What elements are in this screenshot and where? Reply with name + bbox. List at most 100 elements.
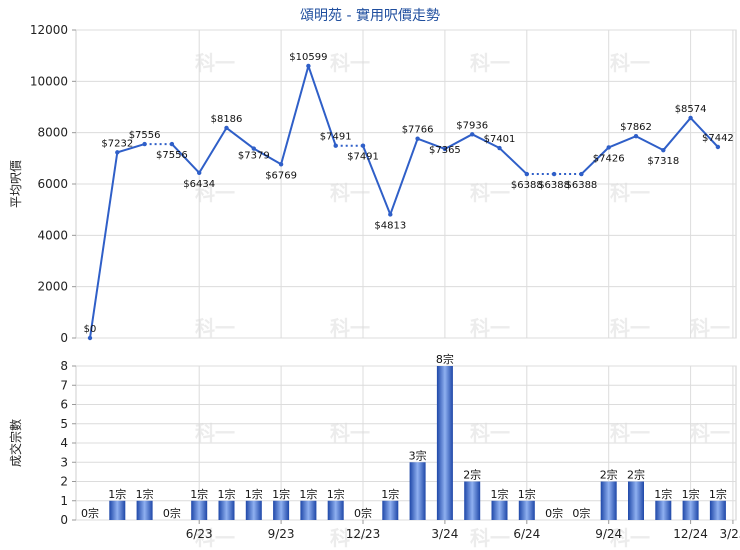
watermark-text: 科一: [470, 316, 510, 340]
watermark-text: 科一: [610, 51, 650, 75]
price-line-segment: [608, 135, 637, 149]
price-line-segment: [471, 133, 500, 149]
price-y-axis-title: 平均呎價: [9, 160, 23, 208]
volume-y-tick-label: 2: [60, 475, 68, 489]
volume-bar: [600, 481, 617, 520]
volume-bar-label: 1宗: [108, 487, 126, 501]
volume-bar: [491, 500, 508, 520]
price-point: [388, 212, 393, 217]
price-y-tick-label: 2000: [37, 280, 68, 294]
volume-bar-label: 1宗: [218, 487, 236, 501]
price-grid: [76, 29, 736, 339]
price-y-tick-label: 12000: [30, 23, 68, 37]
volume-y-tick-label: 8: [60, 359, 68, 373]
price-line-segment: [444, 133, 473, 150]
volume-bar-label: 1宗: [272, 487, 290, 501]
volume-y-tick-label: 5: [60, 417, 68, 431]
price-data-label: $7232: [101, 138, 133, 149]
price-line-segment: [280, 65, 310, 165]
volume-bar-label: 1宗: [491, 487, 509, 501]
watermark-text: 科一: [330, 51, 370, 75]
watermark-text: 科一: [610, 181, 650, 205]
price-point: [333, 143, 338, 148]
volume-y-tick-label: 7: [60, 378, 68, 392]
volume-bar-label: 0宗: [81, 506, 99, 520]
price-line-segment: [253, 147, 282, 166]
volume-bar-label: 1宗: [518, 487, 536, 501]
price-data-label: $6388: [565, 180, 597, 191]
volume-y-tick-label: 6: [60, 398, 68, 412]
volume-bar: [109, 500, 126, 520]
price-data-label: $7862: [620, 122, 652, 133]
volume-bar: [628, 481, 644, 520]
volume-bar-label: 1宗: [709, 487, 727, 501]
volume-bar-label: 1宗: [136, 487, 154, 501]
watermark-text: 科一: [195, 181, 235, 205]
price-point: [633, 134, 639, 139]
volume-bar-label: 2宗: [600, 468, 618, 482]
watermark-text: 科一: [195, 421, 235, 445]
price-y-tick-label: 0: [60, 331, 68, 345]
volume-y-tick-label: 4: [60, 436, 68, 450]
volume-y-axis-title: 成交宗數: [8, 419, 23, 467]
price-point: [470, 132, 475, 137]
volume-bars: [109, 366, 726, 520]
volume-bar: [464, 481, 481, 520]
volume-bar: [655, 500, 672, 520]
x-tick-label: 6/23: [186, 527, 213, 541]
price-line-segment: [689, 117, 719, 148]
watermark-text: 科一: [690, 421, 730, 445]
price-data-label: $7491: [320, 132, 352, 143]
x-tick-label: 6/24: [513, 527, 540, 541]
volume-bar-label: 1宗: [327, 487, 345, 501]
price-data-label: $7318: [647, 156, 679, 167]
price-data-label: $8186: [211, 114, 243, 125]
price-data-label: $4813: [374, 220, 406, 231]
price-point: [497, 145, 502, 151]
volume-bar-label: 1宗: [381, 487, 399, 501]
volume-bar: [218, 500, 235, 520]
volume-bar-label: 1宗: [299, 487, 317, 501]
price-line-segment: [307, 65, 337, 147]
price-line-segment: [171, 143, 200, 174]
price-data-label: $6388: [538, 180, 570, 191]
price-point: [715, 144, 721, 150]
price-data-label: $6388: [511, 180, 543, 191]
volume-bar: [409, 462, 426, 520]
price-line-segment: [198, 127, 228, 174]
volume-y-tick-label: 0: [60, 513, 68, 527]
price-point: [551, 171, 557, 177]
price-point: [251, 146, 256, 151]
price-point: [142, 141, 147, 147]
watermark-text: 科一: [610, 316, 650, 340]
watermark-text: 科一: [195, 526, 235, 550]
price-y-axis: 0 2000 4000 6000 8000 10000 12000: [30, 23, 76, 345]
price-point: [606, 145, 611, 150]
watermark-text: 科一: [470, 181, 510, 205]
price-point: [278, 162, 284, 167]
volume-bar-label: 0宗: [354, 506, 372, 520]
price-data-label: $7365: [429, 145, 461, 156]
price-point: [524, 171, 529, 177]
volume-bar: [327, 500, 344, 520]
price-y-tick-label: 4000: [37, 228, 68, 242]
watermark-text: 科一: [330, 421, 370, 445]
price-y-tick-label: 10000: [30, 74, 68, 88]
volume-bar-label: 1宗: [682, 487, 700, 501]
watermark-text: 科一: [330, 181, 370, 205]
price-point: [579, 171, 584, 177]
price-data-label: $7442: [702, 133, 734, 144]
price-data-label: $0: [84, 324, 97, 335]
volume-bar-label: 3宗: [409, 448, 427, 462]
price-line-segment: [362, 145, 392, 215]
volume-bar: [273, 500, 290, 520]
volume-bar-label: 2宗: [463, 468, 481, 482]
price-data-label: $10599: [289, 52, 327, 63]
price-series: [87, 63, 721, 341]
volume-y-axis: 0 1 2 3 4 5 6 7 8: [60, 359, 76, 527]
x-tick-label: 12/24: [673, 527, 708, 541]
price-data-label: $7426: [593, 153, 625, 164]
price-line-segment: [225, 127, 255, 150]
price-line-segment: [580, 146, 610, 175]
volume-bar-label: 1宗: [245, 487, 263, 501]
